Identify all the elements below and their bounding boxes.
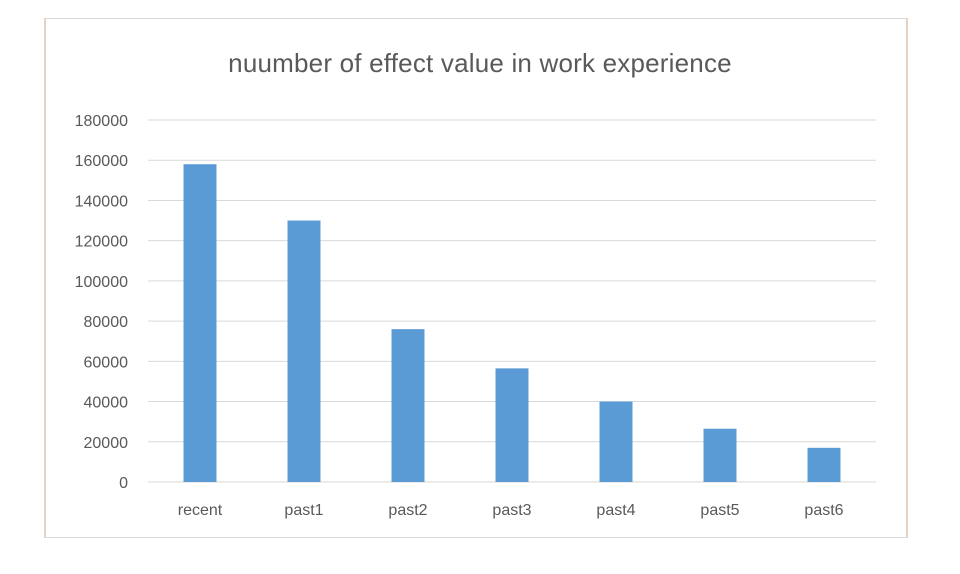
bar-past4 xyxy=(599,401,633,482)
y-tick-label: 80000 xyxy=(84,314,129,331)
x-tick-label: past5 xyxy=(700,502,739,519)
y-tick-label: 60000 xyxy=(84,354,129,371)
bar-past3 xyxy=(495,368,529,482)
y-tick-label: 100000 xyxy=(75,274,128,291)
bar-past2 xyxy=(391,329,425,482)
y-axis-tick-labels: 0 20000 40000 60000 80000 100000 120000 140000 1… xyxy=(75,113,128,492)
y-tick-label: 180000 xyxy=(75,113,128,130)
y-tick-label: 120000 xyxy=(75,234,128,251)
bar-recent xyxy=(183,164,217,482)
bar-past1 xyxy=(287,220,321,483)
x-tick-label: past1 xyxy=(284,502,323,519)
x-axis-tick-labels: recent past1 past2 past3 past4 past5 past6 xyxy=(178,502,844,519)
chart-title: nuumber of effect value in work experien… xyxy=(228,48,732,78)
y-tick-label: 20000 xyxy=(84,435,129,452)
x-tick-label: past2 xyxy=(388,502,427,519)
y-tick-label: 140000 xyxy=(75,193,128,210)
x-tick-label: past4 xyxy=(596,502,635,519)
bar-past5 xyxy=(703,428,737,482)
x-tick-label: past3 xyxy=(492,502,531,519)
y-tick-label: 0 xyxy=(119,475,128,492)
y-tick-label: 160000 xyxy=(75,153,128,170)
x-tick-label: past6 xyxy=(804,502,843,519)
x-tick-label: recent xyxy=(178,502,223,519)
y-tick-label: 40000 xyxy=(84,395,129,412)
bar-past6 xyxy=(807,447,841,482)
bars xyxy=(183,164,841,483)
